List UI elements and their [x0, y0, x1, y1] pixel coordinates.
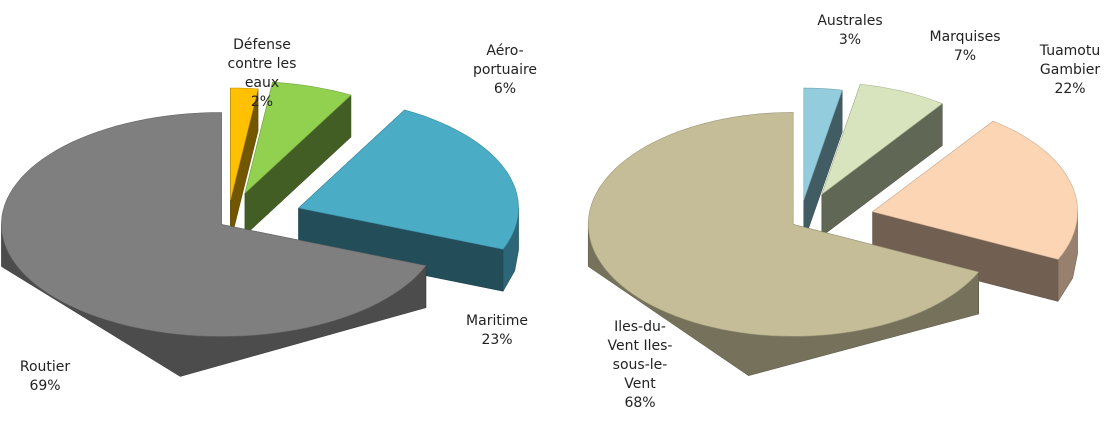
- pie-slice: [230, 87, 259, 201]
- slice-label: Aéro-portuaire 6%: [469, 42, 541, 99]
- value-label: 2%: [250, 94, 274, 110]
- slice-label: Routier 69%: [5, 358, 85, 396]
- category-label: Défense contre les eaux: [227, 37, 297, 91]
- category-label: Iles-du-Vent Iles-sous-le-Vent: [607, 319, 673, 392]
- category-label: Aéro-portuaire: [472, 43, 538, 78]
- category-label: Maritime: [466, 313, 528, 329]
- pie-slice: [1, 112, 427, 337]
- category-label: Tuamotu Gambier: [1039, 43, 1101, 78]
- pie-slice: [803, 87, 843, 201]
- value-label: 69%: [29, 378, 61, 394]
- slice-label: Australes 3%: [810, 12, 890, 50]
- value-label: 7%: [953, 48, 977, 64]
- category-label: Marquises: [929, 29, 1001, 45]
- pie-slice: [871, 120, 1078, 260]
- slice-label: Défense contre les eaux 2%: [220, 36, 304, 112]
- pie-slice: [821, 83, 943, 196]
- value-label: 68%: [624, 395, 656, 411]
- pie-slice: [297, 109, 519, 250]
- pie-slice: [244, 81, 352, 195]
- slice-label: Iles-du-Vent Iles-sous-le-Vent 68%: [600, 318, 680, 413]
- slice-label: Marquises 7%: [920, 28, 1010, 66]
- category-label: Routier: [19, 359, 71, 375]
- pie-slice: [588, 112, 980, 337]
- value-label: 6%: [493, 81, 517, 97]
- value-label: 23%: [481, 332, 513, 348]
- value-label: 22%: [1054, 81, 1086, 97]
- value-label: 3%: [838, 32, 862, 48]
- slice-label: Maritime 23%: [457, 312, 537, 350]
- category-label: Australes: [817, 13, 883, 29]
- slice-label: Tuamotu Gambier 22%: [1030, 42, 1110, 99]
